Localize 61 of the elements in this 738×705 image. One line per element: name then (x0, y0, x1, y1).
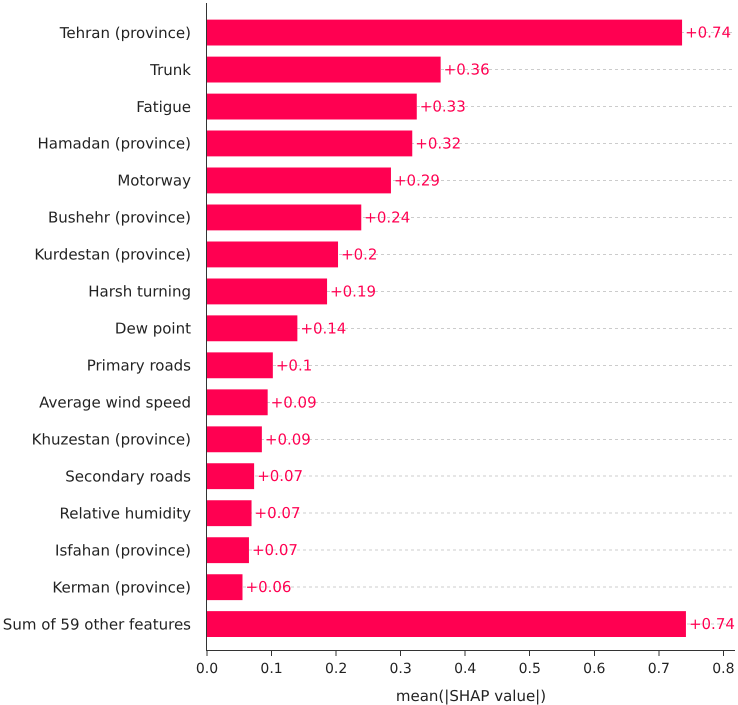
bar (207, 241, 338, 268)
bar (207, 56, 441, 82)
x-tick-label: 0.7 (648, 660, 670, 677)
bar (207, 278, 328, 304)
y-tick-label: Khuzestan (province) (32, 430, 191, 449)
data-label: +0.07 (254, 504, 301, 522)
y-tick-label: Harsh turning (88, 282, 191, 301)
y-tick-label: Trunk (149, 60, 192, 79)
x-tick-label: 0.4 (454, 660, 476, 677)
data-label: +0.33 (420, 98, 466, 116)
y-tick-label: Hamadan (province) (37, 134, 191, 153)
data-label: +0.32 (415, 134, 462, 152)
data-label: +0.74 (685, 24, 732, 42)
data-label: +0.07 (252, 541, 298, 560)
bar (207, 500, 252, 526)
x-tick-label: 0.3 (390, 660, 412, 677)
bar (207, 463, 254, 490)
data-label: +0.29 (394, 171, 440, 190)
y-tick-label: Motorway (117, 172, 192, 190)
data-label: +0.19 (330, 282, 376, 300)
y-tick-label: Primary roads (86, 356, 192, 375)
bar (207, 20, 682, 46)
y-tick-label: Relative humidity (60, 504, 192, 522)
data-label: +0.06 (246, 578, 292, 596)
y-tick-label: Kerman (province) (52, 578, 191, 596)
x-tick-label: 0.5 (518, 660, 541, 677)
y-tick-label: Isfahan (province) (55, 541, 191, 560)
data-label: +0.1 (276, 356, 312, 374)
bar (207, 352, 273, 378)
x-tick-label: 0.6 (583, 660, 606, 677)
y-tick-label: Average wind speed (39, 394, 191, 412)
y-tick-label: Sum of 59 other features (2, 615, 192, 634)
y-tick-label: Fatigue (136, 98, 191, 116)
x-tick-label: 0.0 (196, 660, 218, 677)
bar (207, 168, 391, 194)
y-tick-label: Kurdestan (province) (34, 246, 191, 264)
data-label: +0.24 (364, 208, 410, 226)
y-tick-label: Bushehr (province) (48, 208, 191, 227)
bar (207, 537, 249, 564)
bar (207, 611, 686, 638)
x-axis-title: mean(|SHAP value|) (396, 687, 546, 705)
data-label: +0.74 (688, 615, 735, 634)
x-tick-label: 0.8 (712, 660, 735, 677)
bar (207, 94, 417, 120)
bar (207, 130, 412, 156)
data-label: +0.09 (264, 430, 311, 448)
x-tick-label: 0.2 (324, 660, 348, 677)
bar (207, 315, 298, 342)
y-tick-label: Dew point (114, 320, 192, 338)
data-label: +0.09 (270, 393, 317, 412)
y-tick-label: Secondary roads (65, 467, 192, 486)
data-label: +0.14 (300, 319, 346, 338)
data-label: +0.36 (444, 60, 490, 79)
x-tick-label: 0.1 (260, 660, 283, 677)
data-label: +0.2 (341, 245, 378, 264)
y-tick-label: Tehran (province) (58, 24, 191, 42)
bar (207, 574, 242, 600)
data-label: +0.07 (257, 467, 304, 486)
bar (207, 204, 362, 230)
bar (207, 389, 268, 416)
bar (207, 426, 262, 452)
